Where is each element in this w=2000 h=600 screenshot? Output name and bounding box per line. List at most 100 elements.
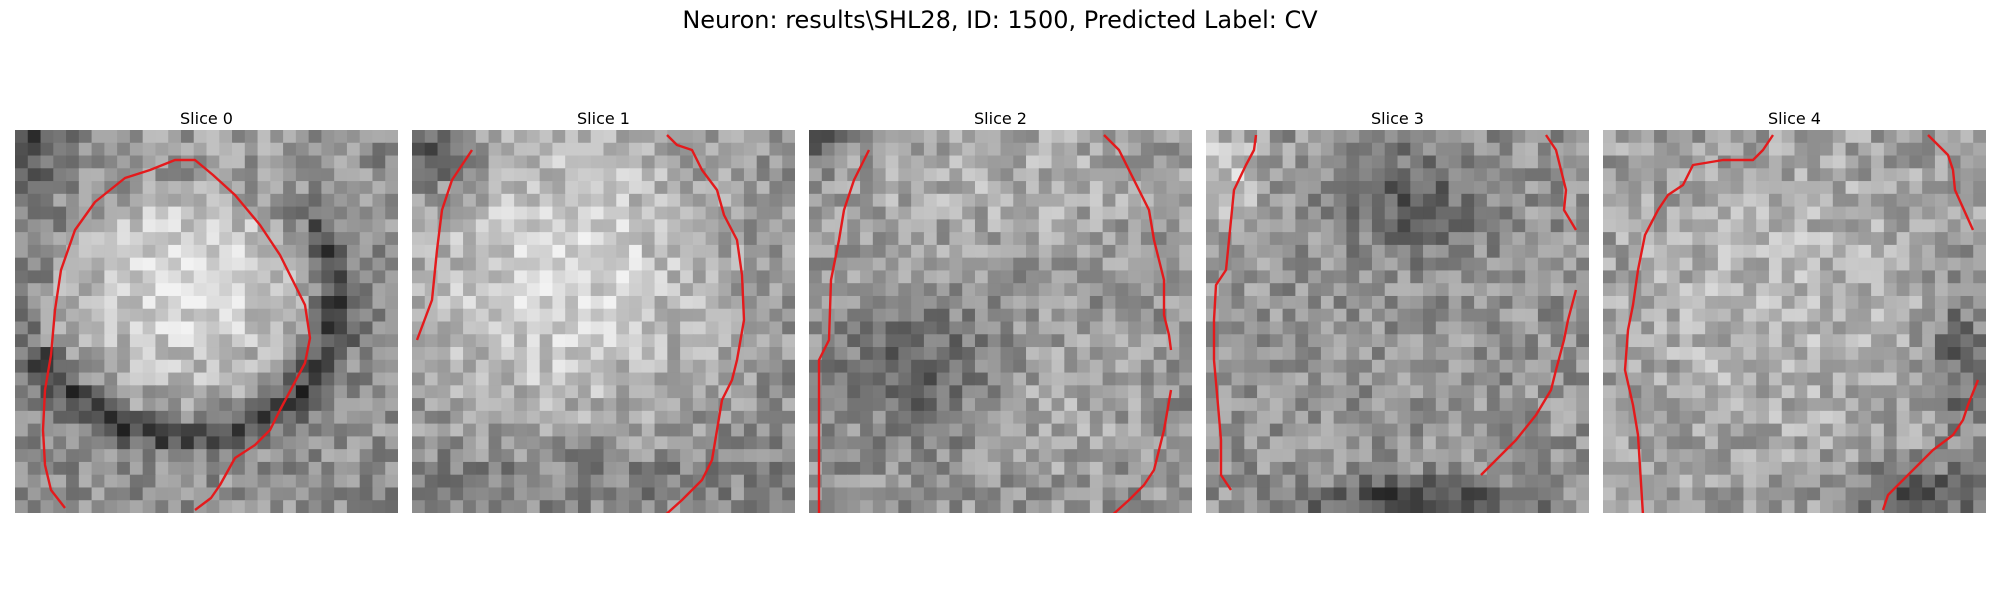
pixel-cell [1781, 181, 1796, 195]
pixel-cell [1013, 347, 1027, 361]
pixel-cell [40, 295, 54, 310]
pixel-cell [1115, 372, 1129, 386]
pixel-cell [603, 193, 617, 208]
pixel-cell [1794, 308, 1808, 323]
pixel-cell [91, 359, 105, 374]
pixel-cell [1692, 398, 1706, 412]
pixel-cell [321, 308, 335, 323]
pixel-cell [898, 334, 912, 348]
pixel-cell [1102, 155, 1116, 169]
pixel-cell [1282, 206, 1296, 220]
pixel-cell [104, 244, 118, 259]
pixel-cell [1730, 130, 1745, 144]
pixel-cell [295, 461, 310, 476]
pixel-cell [539, 461, 554, 476]
pixel-cell [1628, 142, 1642, 157]
pixel-cell [142, 461, 157, 476]
pixel-cell [949, 142, 963, 157]
pixel-cell [142, 232, 157, 246]
pixel-cell [488, 283, 502, 297]
pixel-cell [565, 436, 579, 450]
pixel-cell [603, 244, 617, 259]
pixel-cell [974, 244, 989, 259]
pixel-cell [809, 321, 823, 335]
pixel-cell [1423, 232, 1437, 246]
pixel-cell [91, 347, 105, 361]
pixel-cell [1628, 206, 1642, 220]
pixel-cell [514, 244, 528, 259]
pixel-cell [1038, 257, 1053, 272]
pixel-cell [1858, 474, 1872, 489]
pixel-cell [1615, 410, 1630, 425]
pixel-cell [911, 155, 925, 169]
pixel-cell [641, 168, 656, 182]
pixel-cell [66, 155, 80, 169]
pixel-cell [15, 372, 29, 386]
pixel-cell [1576, 385, 1589, 399]
pixel-cell [1934, 449, 1949, 463]
pixel-cell [1960, 321, 1974, 335]
pixel-cell [1730, 257, 1745, 272]
pixel-cell [283, 206, 297, 220]
pixel-cell [809, 155, 823, 169]
pixel-cell [577, 321, 592, 335]
pixel-cell [501, 500, 515, 513]
pixel-cell [1563, 487, 1577, 501]
pixel-cell [514, 181, 528, 195]
pixel-cell [769, 142, 783, 157]
pixel-cell [885, 334, 899, 348]
pixel-cell [1448, 359, 1462, 374]
pixel-cell [1397, 449, 1411, 463]
pixel-cell [834, 347, 848, 361]
pixel-cell [283, 244, 297, 259]
pixel-cell [1730, 474, 1745, 489]
pixel-cell [1550, 181, 1565, 195]
pixel-cell [692, 232, 707, 246]
pixel-cell [1179, 168, 1192, 182]
pixel-cell [1871, 283, 1885, 297]
pixel-cell [1909, 181, 1923, 195]
pixel-cell [974, 257, 989, 272]
pixel-cell [206, 461, 220, 476]
pixel-cell [1179, 295, 1192, 310]
pixel-cell [1499, 308, 1513, 323]
pixel-cell [1550, 206, 1565, 220]
pixel-cell [860, 130, 874, 144]
pixel-cell [66, 270, 80, 284]
pixel-cell [1820, 359, 1834, 374]
pixel-cell [1179, 474, 1192, 489]
pixel-cell [1295, 142, 1309, 157]
pixel-cell [1384, 142, 1399, 157]
pixel-cell [1705, 436, 1719, 450]
pixel-cell [66, 449, 80, 463]
pixel-cell [629, 449, 643, 463]
pixel-cell [1871, 155, 1885, 169]
pixel-cell [1679, 193, 1693, 208]
pixel-cell [1641, 461, 1655, 476]
pixel-cell [155, 461, 169, 476]
pixel-cell [552, 334, 566, 348]
pixel-cell [27, 385, 42, 399]
pixel-cell [1346, 283, 1360, 297]
pixel-cell [731, 206, 745, 220]
pixel-cell [936, 181, 951, 195]
pixel-cell [1832, 270, 1847, 284]
pixel-cell [680, 474, 694, 489]
pixel-cell [270, 219, 284, 233]
pixel-cell [1166, 257, 1180, 272]
pixel-cell [834, 283, 848, 297]
pixel-cell [1333, 347, 1348, 361]
pixel-cell [1807, 487, 1821, 501]
pixel-cell [872, 487, 887, 501]
pixel-cell [359, 155, 374, 169]
pixel-cell [117, 321, 131, 335]
pixel-cell [270, 449, 284, 463]
pixel-cell [1858, 461, 1872, 476]
pixel-cell [1359, 359, 1373, 374]
pixel-cell [1166, 308, 1180, 323]
pixel-cell [1756, 321, 1770, 335]
pixel-cell [1615, 181, 1630, 195]
pixel-cell [847, 423, 861, 437]
pixel-cell [1679, 155, 1693, 169]
pixel-cell [1756, 244, 1770, 259]
